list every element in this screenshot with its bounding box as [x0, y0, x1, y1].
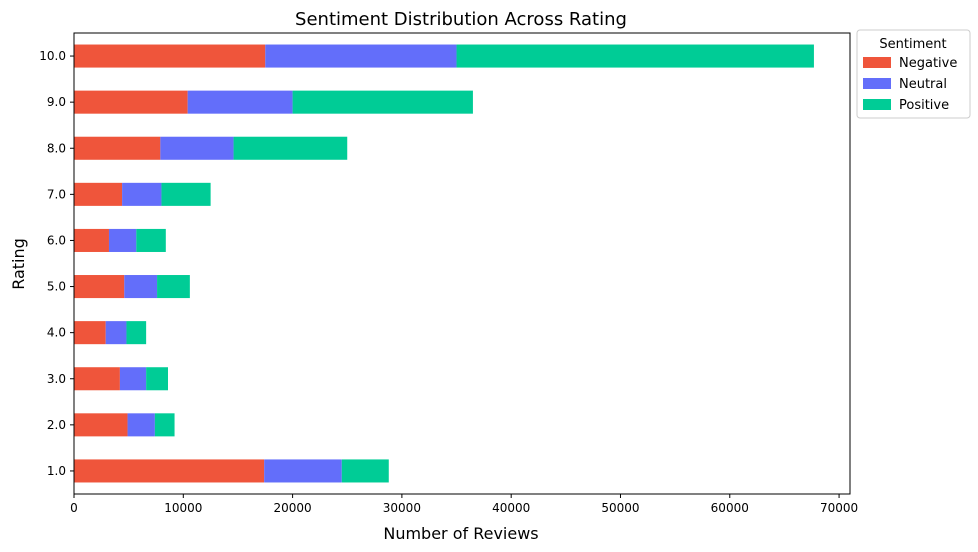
x-tick-label: 40000 [492, 501, 530, 515]
bar-positive-1.0 [341, 459, 389, 483]
bar-positive-9.0 [292, 90, 473, 114]
bar-neutral-4.0 [105, 321, 127, 345]
chart-title: Sentiment Distribution Across Rating [295, 9, 627, 30]
legend-label-negative: Negative [899, 56, 957, 71]
bar-positive-3.0 [146, 367, 168, 391]
bar-negative-8.0 [74, 136, 161, 160]
bar-positive-6.0 [136, 228, 166, 252]
bar-negative-9.0 [74, 90, 188, 114]
y-tick-label: 6.0 [47, 233, 66, 247]
bar-neutral-3.0 [119, 367, 147, 391]
y-tick-label: 5.0 [47, 280, 66, 294]
x-tick-label: 70000 [820, 501, 858, 515]
bar-positive-10.0 [456, 44, 814, 68]
bar-positive-5.0 [157, 275, 190, 299]
bar-negative-5.0 [74, 275, 125, 299]
bar-negative-10.0 [74, 44, 266, 68]
bar-positive-8.0 [233, 136, 348, 160]
legend-label-positive: Positive [899, 98, 949, 113]
y-tick-label: 7.0 [47, 187, 66, 201]
x-tick-label: 30000 [383, 501, 421, 515]
bar-negative-4.0 [74, 321, 106, 345]
bar-neutral-8.0 [160, 136, 234, 160]
bar-neutral-9.0 [187, 90, 293, 114]
y-tick-label: 8.0 [47, 141, 66, 155]
bar-negative-7.0 [74, 182, 123, 206]
y-tick-label: 2.0 [47, 418, 66, 432]
y-tick-label: 3.0 [47, 372, 66, 386]
bar-neutral-6.0 [108, 228, 137, 252]
x-tick-label: 0 [70, 501, 78, 515]
legend-swatch-positive [863, 99, 891, 110]
bar-negative-2.0 [74, 413, 128, 437]
bar-neutral-10.0 [265, 44, 457, 68]
legend: Sentiment Negative Neutral Positive [856, 29, 971, 119]
y-tick-label: 4.0 [47, 326, 66, 340]
bar-neutral-5.0 [124, 275, 158, 299]
bar-neutral-1.0 [264, 459, 342, 483]
legend-items: Negative Neutral Positive [863, 56, 957, 113]
legend-label-neutral: Neutral [899, 77, 947, 92]
y-tick-label: 1.0 [47, 464, 66, 478]
bar-positive-4.0 [126, 321, 147, 345]
x-tick-label: 10000 [164, 501, 202, 515]
x-tick-label: 20000 [273, 501, 311, 515]
bar-neutral-7.0 [122, 182, 162, 206]
x-tick-label: 60000 [711, 501, 749, 515]
y-axis-ticks: 1.0 2.0 3.0 4.0 5.0 6.0 7.0 8.0 9.0 10.0 [39, 49, 74, 478]
plot-frame [73, 32, 851, 495]
legend-title: Sentiment [879, 37, 946, 52]
bar-negative-1.0 [74, 459, 265, 483]
legend-box [856, 29, 971, 119]
x-tick-label: 50000 [601, 501, 639, 515]
legend-swatch-neutral [863, 78, 891, 89]
bar-neutral-2.0 [127, 413, 155, 437]
bar-negative-6.0 [74, 228, 109, 252]
y-axis-label: Rating [9, 238, 28, 290]
y-tick-label: 9.0 [47, 95, 66, 109]
bar-positive-7.0 [161, 182, 211, 206]
legend-swatch-negative [863, 57, 891, 68]
bar-negative-3.0 [74, 367, 120, 391]
bars-group [74, 44, 814, 483]
x-axis-label: Number of Reviews [383, 524, 538, 543]
bar-positive-2.0 [154, 413, 175, 437]
y-tick-label: 10.0 [39, 49, 66, 63]
x-axis-ticks: 0 10000 20000 30000 40000 50000 60000 70000 [70, 494, 858, 515]
